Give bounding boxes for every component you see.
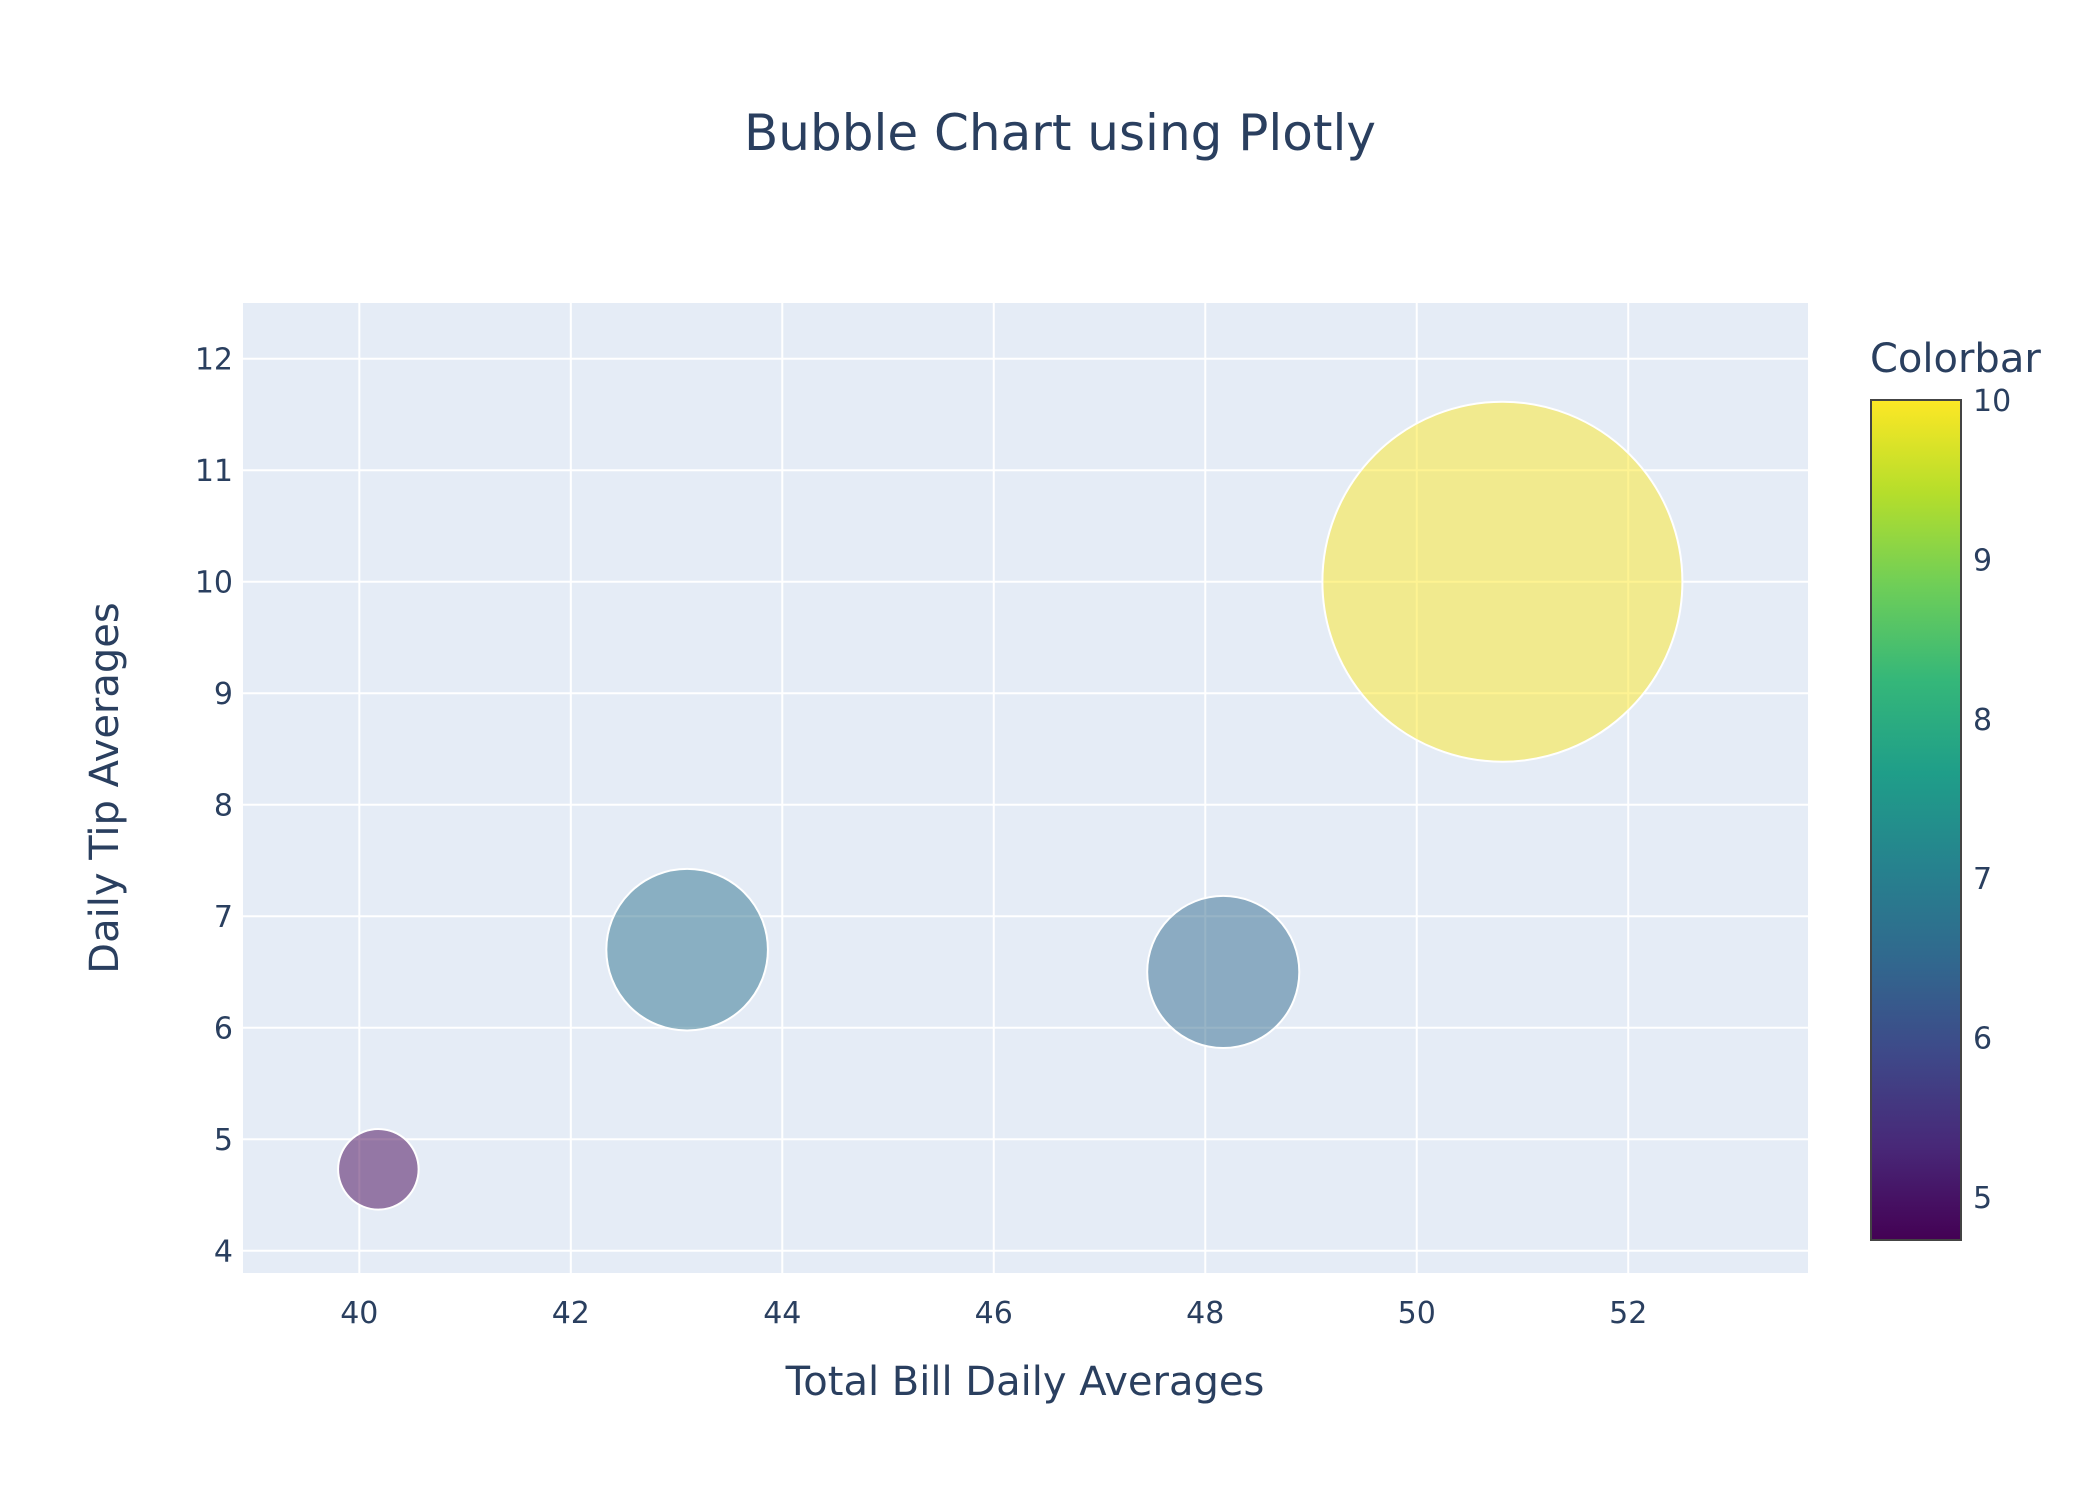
bubble-layer <box>337 400 1684 1211</box>
x-tick-label: 48 <box>1186 1296 1224 1331</box>
y-tick-label: 11 <box>195 454 233 489</box>
x-tick-label: 52 <box>1609 1296 1647 1331</box>
y-axis-title: Daily Tip Averages <box>82 602 128 973</box>
y-tick-label: 8 <box>214 789 233 824</box>
colorbar <box>1870 399 1962 1241</box>
colorbar-tick-label: 7 <box>1973 862 1992 897</box>
colorbar-tick-label: 6 <box>1973 1022 1992 1057</box>
colorbar-tick-label: 5 <box>1973 1181 1992 1216</box>
x-axis-title: Total Bill Daily Averages <box>785 1359 1265 1405</box>
x-tick-label: 50 <box>1398 1296 1436 1331</box>
x-tick-label: 42 <box>552 1296 590 1331</box>
colorbar-ticks: 5 6 7 8 9 10 <box>1973 384 2011 1216</box>
grid-lines <box>243 303 1808 1273</box>
y-tick-label: 9 <box>214 677 233 712</box>
y-tick-label: 7 <box>214 900 233 935</box>
colorbar-tick-label: 10 <box>1973 384 2011 419</box>
y-tick-label: 12 <box>195 343 233 378</box>
colorbar-tick-label: 9 <box>1973 543 1992 578</box>
bubble-point[interactable] <box>1321 400 1684 763</box>
bubble-point[interactable] <box>337 1128 420 1211</box>
colorbar-title: Colorbar <box>1870 336 2041 382</box>
x-tick-label: 44 <box>763 1296 801 1331</box>
chart-title: Bubble Chart using Plotly <box>744 104 1376 162</box>
y-tick-label: 5 <box>214 1123 233 1158</box>
y-tick-label: 4 <box>214 1235 233 1270</box>
x-tick-label: 46 <box>975 1296 1013 1331</box>
y-axis-ticks: 4 5 6 7 8 9 10 11 12 <box>195 343 233 1270</box>
bubble-point[interactable] <box>1146 894 1301 1050</box>
colorbar-tick-label: 8 <box>1973 703 1992 738</box>
x-axis-ticks: 40 42 44 46 48 50 52 <box>340 1296 1647 1331</box>
y-tick-label: 6 <box>214 1012 233 1047</box>
bubble-point[interactable] <box>605 867 769 1032</box>
y-tick-label: 10 <box>195 566 233 601</box>
x-tick-label: 40 <box>340 1296 378 1331</box>
